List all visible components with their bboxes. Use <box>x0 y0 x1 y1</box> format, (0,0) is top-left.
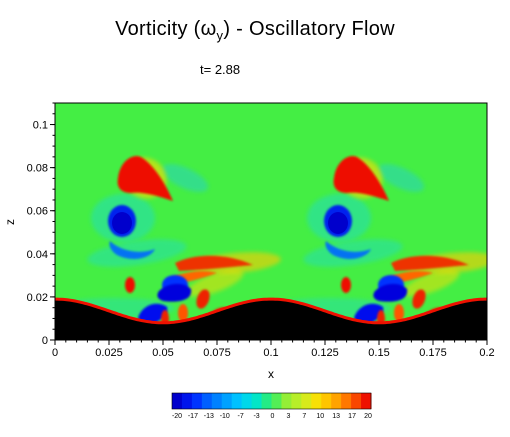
x-axis-label: x <box>268 367 274 381</box>
x-tick-label: 0 <box>52 347 58 359</box>
colorbar-swatch <box>241 393 253 409</box>
colorbar-label: -17 <box>188 413 198 420</box>
x-tick-label: 0.175 <box>419 347 447 359</box>
colorbar-label: 17 <box>348 413 356 420</box>
colorbar-swatch <box>301 393 312 409</box>
colorbar-label: 10 <box>316 413 324 420</box>
colorbar-swatch <box>361 393 372 409</box>
y-tick-label: 0.04 <box>27 249 48 261</box>
colorbar-swatch <box>321 393 332 409</box>
colorbar-swatch <box>172 393 183 409</box>
colorbar-label: 3 <box>286 413 290 420</box>
chart-title: Vorticity (ωy) - Oscillatory Flow <box>115 18 395 43</box>
colorbar-swatch <box>261 393 272 409</box>
y-tick-label: 0 <box>42 335 48 347</box>
colorbar-swatch <box>231 393 243 409</box>
colorbar-label: -13 <box>204 413 214 420</box>
y-tick-label: 0.02 <box>27 292 48 304</box>
x-axis-ticks: 0 0.025 0.05 0.075 0.1 0.125 0.15 0.175 0.2 <box>52 340 495 359</box>
x-tick-label: 0.2 <box>479 347 494 359</box>
colorbar-label: -7 <box>238 413 244 420</box>
y-axis-label: z <box>3 219 17 225</box>
x-tick-label: 0.025 <box>95 347 123 359</box>
y-tick-label: 0.1 <box>33 120 48 132</box>
wavy-bed <box>55 299 487 340</box>
x-tick-label: 0.075 <box>203 347 231 359</box>
y-axis-ticks: 0 0.02 0.04 0.06 0.08 0.1 <box>27 102 55 347</box>
colorbar-label: 7 <box>302 413 306 420</box>
colorbar-swatch <box>181 393 193 409</box>
y-tick-label: 0.08 <box>27 163 48 175</box>
colorbar-swatch <box>331 393 342 409</box>
bed-boundary-vorticity <box>55 297 487 325</box>
colorbar-label: 13 <box>332 413 340 420</box>
x-tick-label: 0.15 <box>368 347 389 359</box>
x-tick-label: 0.05 <box>152 347 173 359</box>
x-tick-label: 0.1 <box>263 347 278 359</box>
colorbar-label: -20 <box>172 413 182 420</box>
colorbar-swatch <box>341 393 352 409</box>
colorbar-labels: -20 -17 -13 -10 -7 -3 0 3 7 10 13 17 20 <box>172 413 372 420</box>
y-tick-label: 0.06 <box>27 206 48 218</box>
colorbar-swatch <box>291 393 302 409</box>
colorbar-swatch <box>311 393 322 409</box>
colorbar <box>171 392 372 410</box>
colorbar-swatch <box>271 393 282 409</box>
colorbar-label: 20 <box>364 413 372 420</box>
time-label: t= 2.88 <box>200 62 241 77</box>
colorbar-swatch <box>251 393 263 409</box>
colorbar-swatch <box>351 393 362 409</box>
colorbar-swatch <box>191 393 203 409</box>
colorbar-label: -10 <box>220 413 230 420</box>
colorbar-frame <box>171 392 372 410</box>
colorbar-swatch <box>211 393 223 409</box>
colorbar-label: -3 <box>253 413 259 420</box>
colorbar-label: 0 <box>271 413 275 420</box>
colorbar-swatch <box>201 393 213 409</box>
colorbar-swatch <box>221 393 233 409</box>
colorbar-swatch <box>281 393 292 409</box>
x-tick-label: 0.125 <box>311 347 339 359</box>
